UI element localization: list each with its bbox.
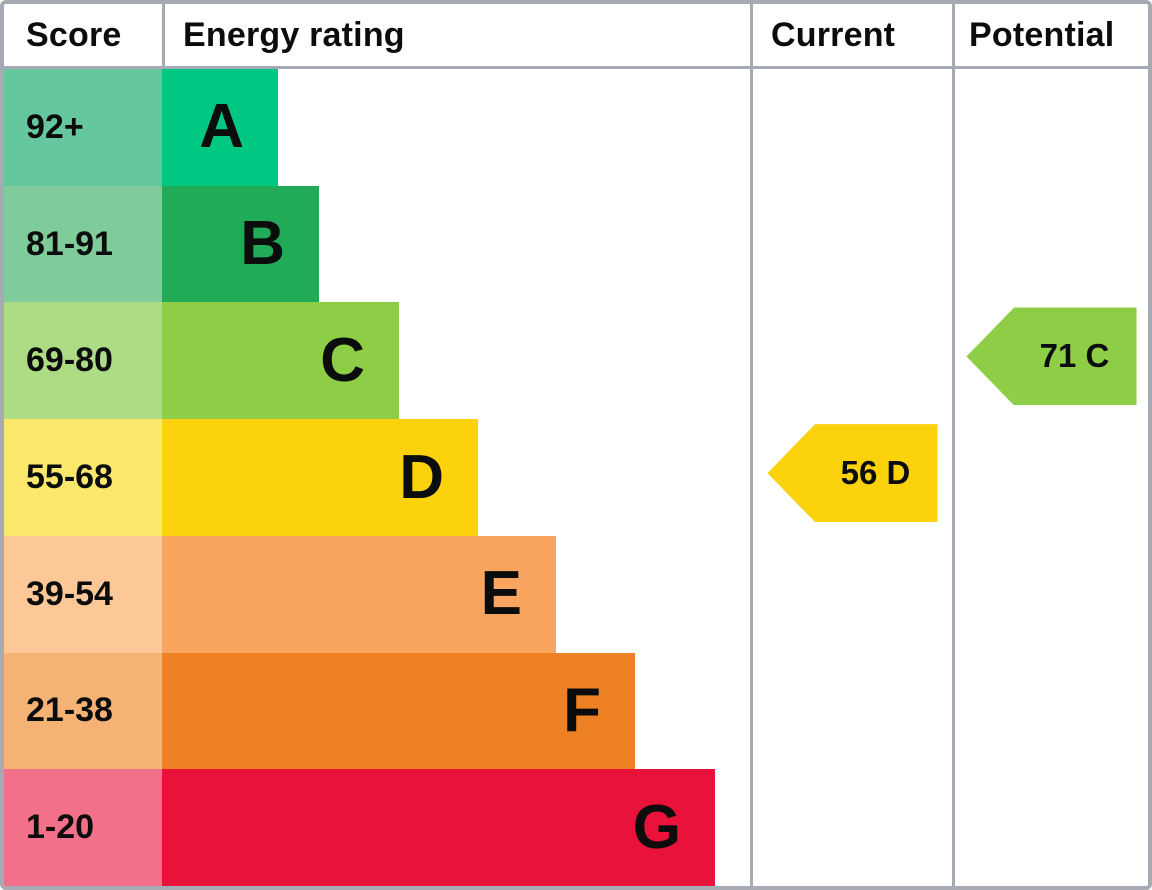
potential-cell-f xyxy=(952,652,1148,770)
current-rating-label: 56 D xyxy=(840,454,911,492)
rating-cell-f: F xyxy=(162,652,750,770)
score-range-b: 81-91 xyxy=(4,185,162,303)
current-cell-f xyxy=(750,652,952,770)
rating-bar-e: E xyxy=(162,535,556,653)
rating-letter-f: F xyxy=(563,675,601,745)
rating-cell-b: B xyxy=(162,185,750,303)
potential-cell-b xyxy=(952,185,1148,303)
potential-cell-c: 71 C xyxy=(952,302,1148,420)
rating-bar-b: B xyxy=(162,185,319,303)
current-cell-c xyxy=(750,302,952,420)
rating-bar-g: G xyxy=(162,769,715,886)
rating-bar-c: C xyxy=(162,302,399,420)
current-cell-e xyxy=(750,535,952,653)
rating-letter-g: G xyxy=(632,792,681,862)
current-cell-b xyxy=(750,185,952,303)
score-range-e: 39-54 xyxy=(4,535,162,653)
rating-letter-a: A xyxy=(199,92,244,162)
potential-rating-label: 71 C xyxy=(1039,337,1110,375)
score-range-d: 55-68 xyxy=(4,419,162,536)
potential-cell-d xyxy=(952,419,1148,536)
band-row-e: 39-54 E xyxy=(4,535,1148,653)
header-row: Score Energy rating Current Potential xyxy=(4,4,1148,69)
current-cell-a xyxy=(750,69,952,186)
rating-cell-a: A xyxy=(162,69,750,186)
band-row-a: 92+ A xyxy=(4,69,1148,186)
score-range-a: 92+ xyxy=(4,69,162,186)
potential-cell-e xyxy=(952,535,1148,653)
potential-cell-a xyxy=(952,69,1148,186)
band-rows: 92+ A 81-91 B 69-80 C xyxy=(4,69,1148,886)
band-row-f: 21-38 F xyxy=(4,652,1148,770)
rating-bar-f: F xyxy=(162,652,635,770)
rating-cell-e: E xyxy=(162,535,750,653)
band-row-b: 81-91 B xyxy=(4,185,1148,303)
header-current: Current xyxy=(750,4,952,66)
current-cell-g xyxy=(750,769,952,886)
potential-rating-arrow: 71 C xyxy=(966,307,1137,406)
band-row-g: 1-20 G xyxy=(4,769,1148,886)
header-energy-rating: Energy rating xyxy=(162,4,750,66)
rating-letter-b: B xyxy=(240,209,285,279)
score-range-g: 1-20 xyxy=(4,769,162,886)
rating-letter-c: C xyxy=(320,325,365,395)
rating-cell-c: C xyxy=(162,302,750,420)
current-cell-d: 56 D xyxy=(750,419,952,536)
rating-letter-e: E xyxy=(480,559,522,629)
header-score: Score xyxy=(26,15,122,54)
band-row-d: 55-68 D 56 D xyxy=(4,419,1148,536)
band-row-c: 69-80 C 71 C xyxy=(4,302,1148,420)
header-potential: Potential xyxy=(952,4,1148,66)
rating-cell-d: D xyxy=(162,419,750,536)
current-rating-arrow: 56 D xyxy=(767,424,938,523)
potential-cell-g xyxy=(952,769,1148,886)
score-range-c: 69-80 xyxy=(4,302,162,420)
rating-bar-a: A xyxy=(162,69,278,186)
rating-letter-d: D xyxy=(399,442,444,512)
score-range-f: 21-38 xyxy=(4,652,162,770)
rating-cell-g: G xyxy=(162,769,750,886)
rating-bar-d: D xyxy=(162,419,478,536)
